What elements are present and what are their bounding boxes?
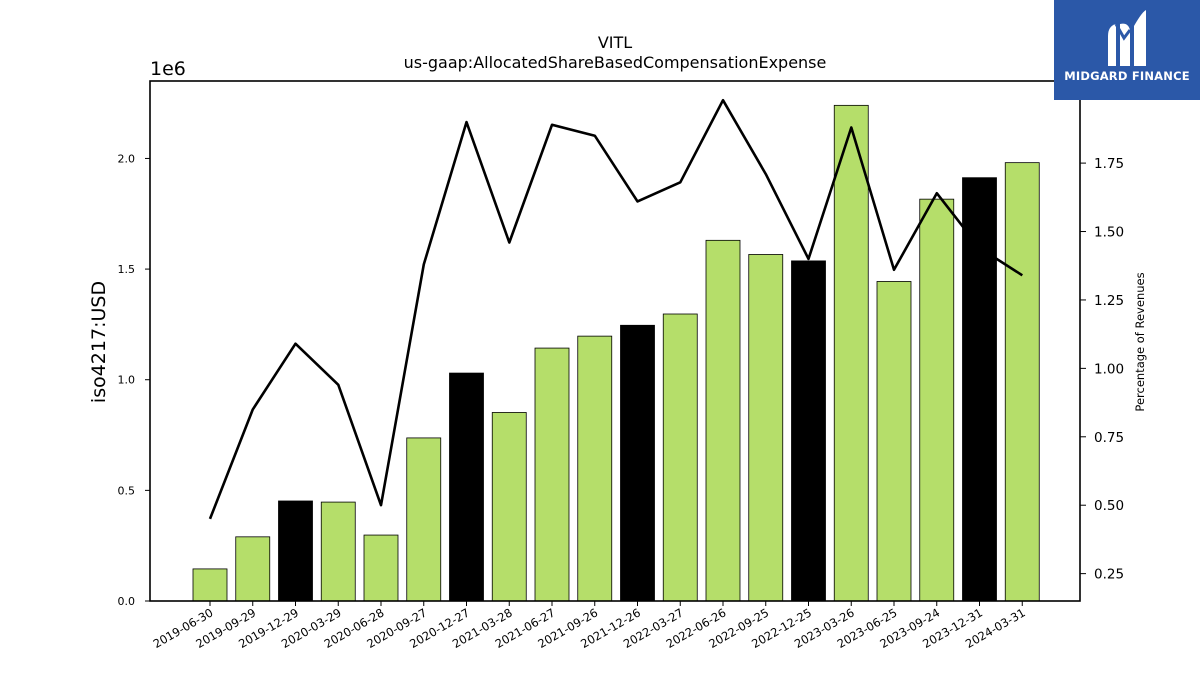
y2-tick-label: 1.25	[1094, 293, 1124, 309]
bar	[662, 313, 698, 602]
bar	[876, 281, 912, 602]
bar	[620, 324, 655, 602]
y2-tick-label: 1.75	[1094, 156, 1124, 172]
bar	[534, 347, 570, 602]
y2-tick-label: 0.50	[1094, 498, 1124, 514]
bar	[791, 260, 826, 602]
bar	[235, 536, 271, 602]
logo-text: MIDGARD FINANCE	[1064, 69, 1190, 83]
y2-tick-label: 1.00	[1094, 361, 1124, 377]
bar	[919, 198, 955, 602]
company-logo: MIDGARD FINANCE	[1054, 0, 1200, 100]
y2-tick-label: 0.75	[1094, 430, 1124, 446]
y-tick-label: 1.0	[118, 374, 136, 387]
chart-title: VITL	[598, 33, 632, 52]
y2-tick-label: 0.25	[1094, 567, 1124, 583]
bar	[192, 568, 228, 602]
y-axis-label: iso4217:USD	[88, 281, 110, 403]
y-offset-label: 1e6	[150, 58, 186, 80]
bar	[748, 254, 784, 602]
plot-frame	[149, 80, 1081, 602]
bar	[363, 534, 399, 602]
bar	[406, 437, 442, 602]
y2-tick-label: 1.50	[1094, 225, 1124, 241]
y-tick-label: 2.0	[118, 152, 136, 165]
bar	[705, 239, 741, 602]
bar	[320, 501, 356, 602]
bar	[278, 500, 313, 602]
bar	[449, 372, 484, 602]
y-tick-label: 1.5	[118, 263, 136, 276]
bar	[833, 104, 869, 602]
percentage-line	[208, 98, 1024, 520]
bar	[577, 335, 613, 602]
y-tick-label: 0.0	[118, 595, 136, 608]
bar	[962, 177, 997, 602]
bar	[491, 412, 527, 602]
y2-axis-label: Percentage of Revenues	[1133, 272, 1147, 411]
chart-subtitle: us-gaap:AllocatedShareBasedCompensationE…	[404, 53, 827, 72]
midgard-logo-icon	[1108, 10, 1146, 67]
y-tick-label: 0.5	[118, 484, 136, 497]
bar	[1004, 162, 1040, 602]
